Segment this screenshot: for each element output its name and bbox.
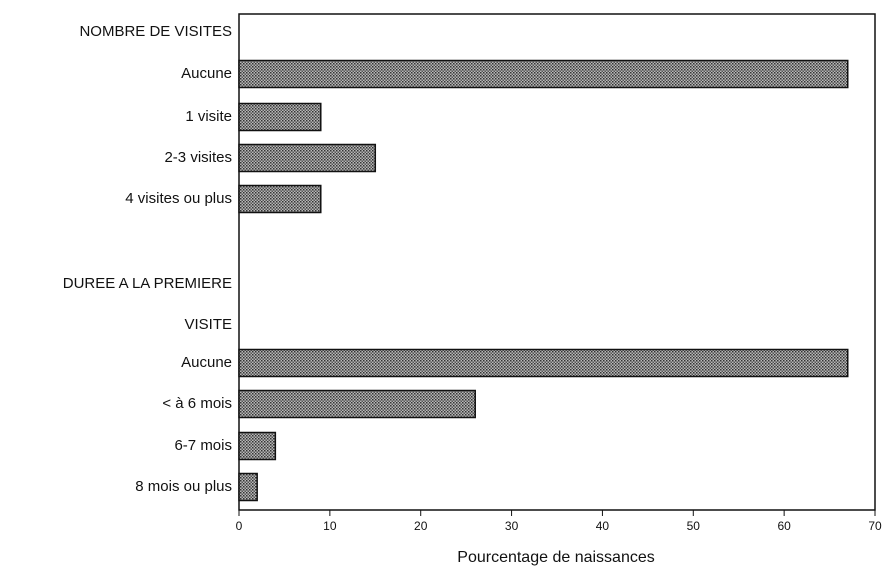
group-title-duree-premiere-visite: VISITE — [184, 316, 232, 333]
x-tick-label: 60 — [777, 519, 791, 533]
bar — [238, 348, 849, 378]
category-label: Aucune — [181, 354, 232, 371]
x-tick-label: 0 — [236, 519, 243, 533]
x-tick-label: 10 — [323, 519, 337, 533]
x-tick-label: 70 — [868, 519, 882, 533]
x-tick-label: 20 — [414, 519, 428, 533]
bar — [238, 184, 322, 214]
bar — [238, 431, 277, 461]
group-title-nombre-visites: NOMBRE DE VISITES — [79, 23, 232, 40]
bar — [238, 389, 476, 419]
bar — [238, 472, 258, 502]
category-label: 1 visite — [185, 108, 232, 125]
category-label: < à 6 mois — [162, 395, 232, 412]
bar — [238, 143, 377, 173]
group-title-duree-premiere-visite: DUREE A LA PREMIERE — [63, 275, 232, 292]
x-axis-label: Pourcentage de naissances — [457, 549, 654, 566]
category-label: 6-7 mois — [174, 437, 232, 454]
x-tick-label: 40 — [596, 519, 610, 533]
x-tick-label: 50 — [687, 519, 701, 533]
category-label: 2-3 visites — [164, 149, 232, 166]
bar — [238, 102, 322, 132]
x-tick-label: 30 — [505, 519, 519, 533]
category-label: Aucune — [181, 65, 232, 82]
category-label: 8 mois ou plus — [135, 478, 232, 495]
bar — [238, 59, 849, 89]
plot-frame — [238, 13, 876, 511]
category-label: 4 visites ou plus — [125, 190, 232, 207]
